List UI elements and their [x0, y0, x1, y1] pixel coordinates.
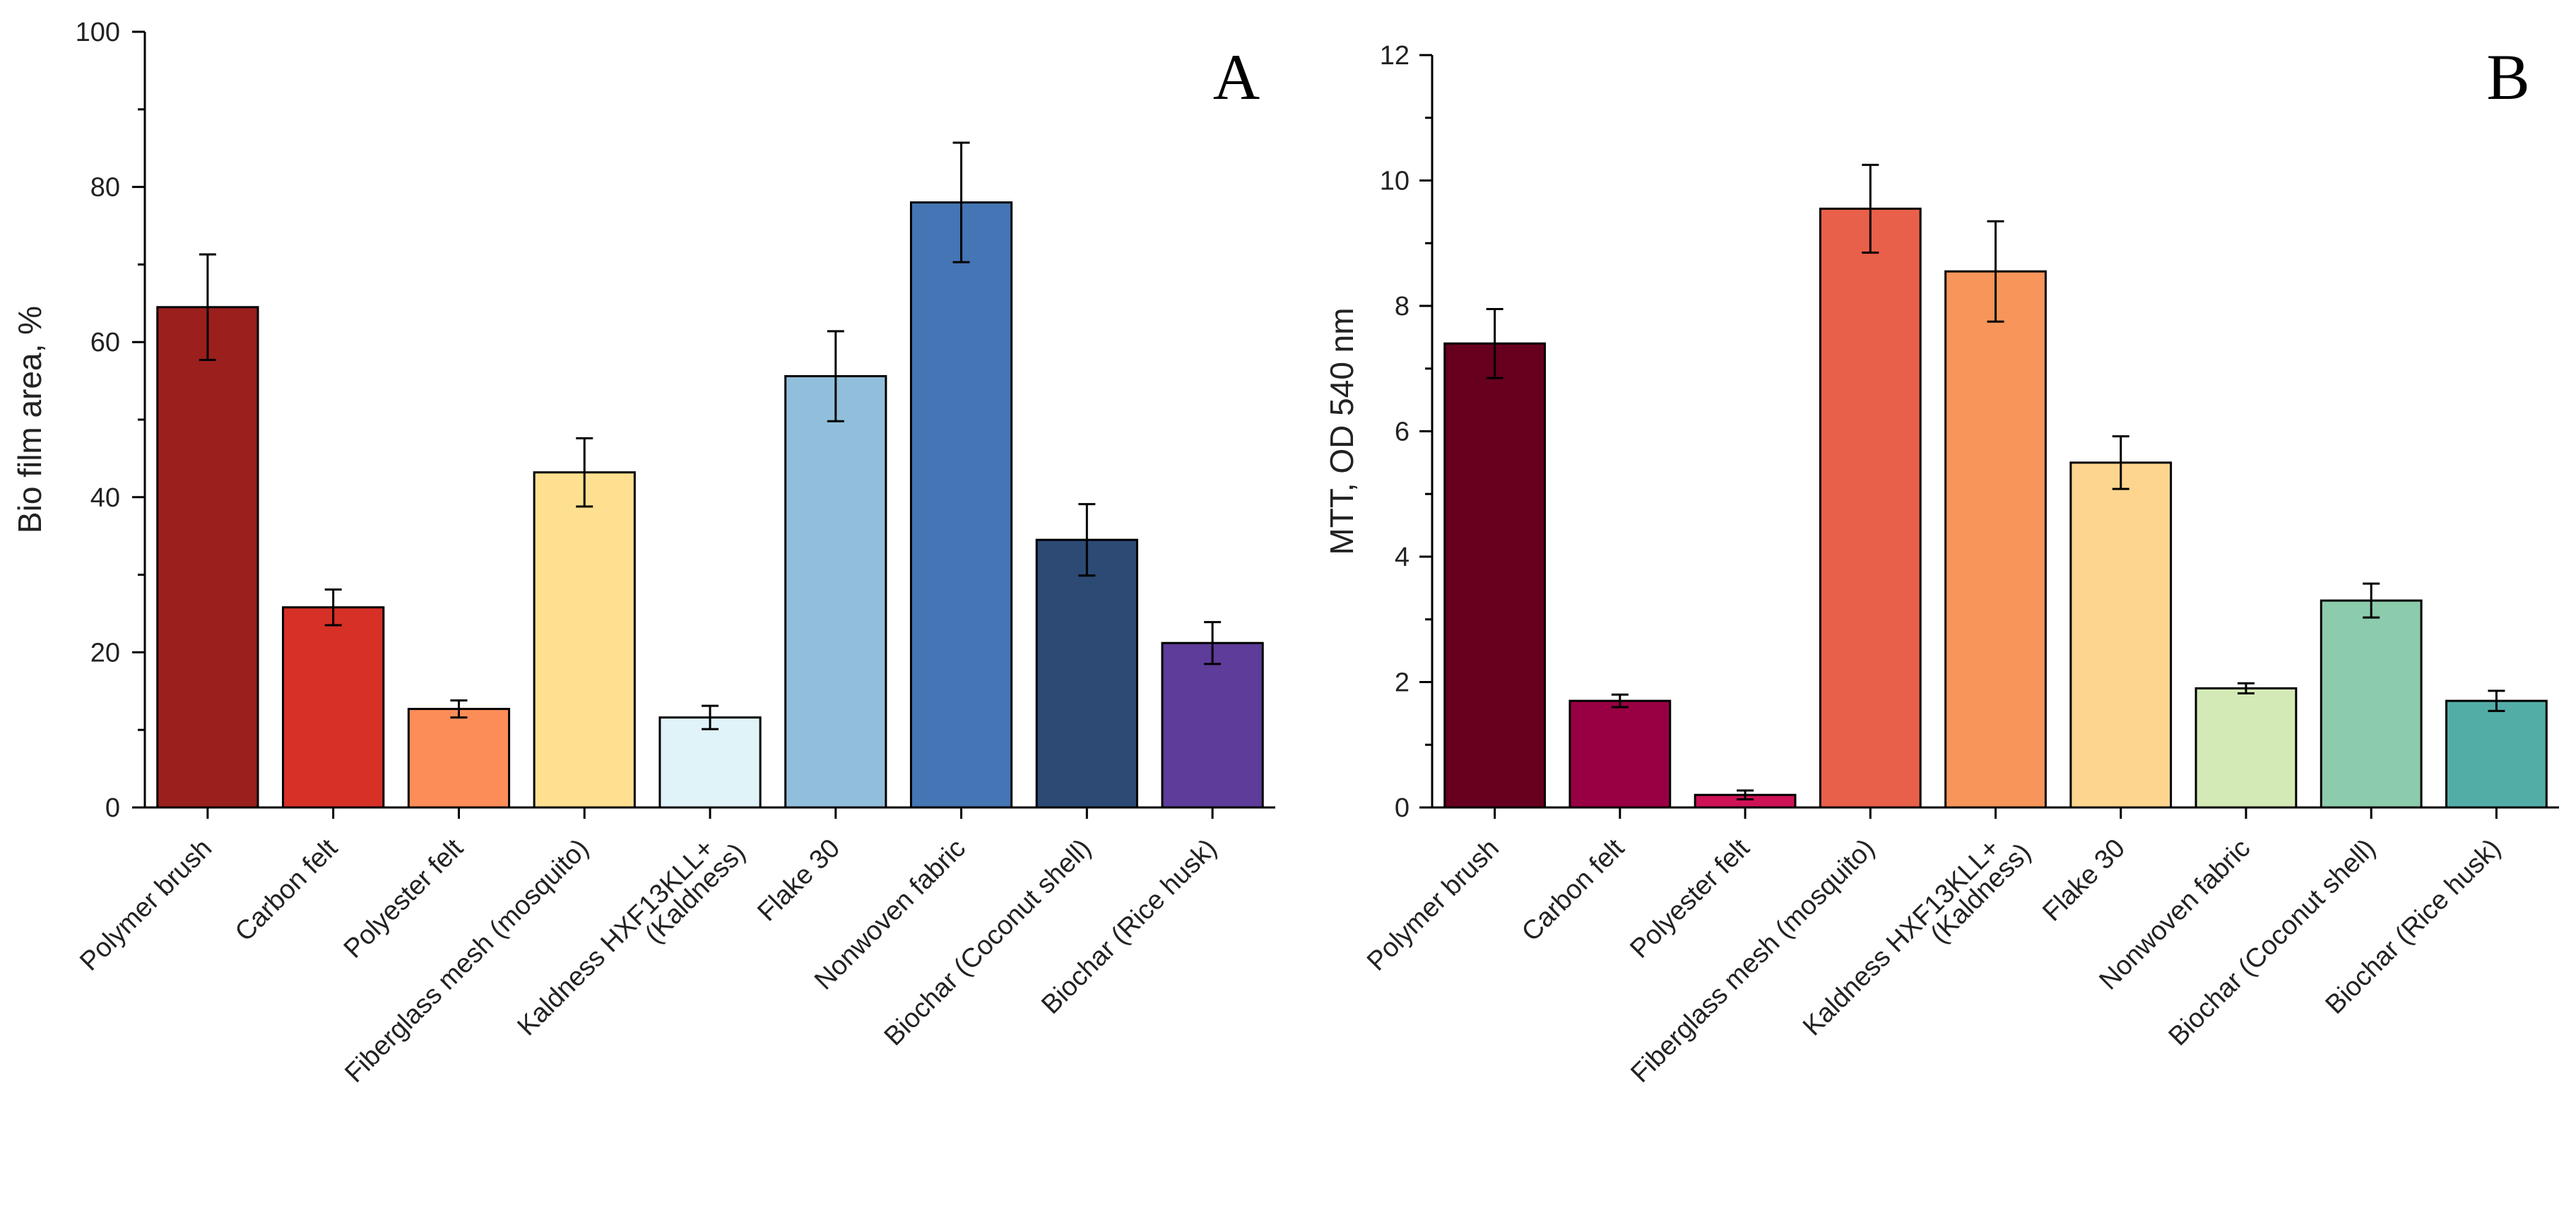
bar	[1161, 641, 1264, 809]
x-category-label: Polyester felt	[1624, 833, 1755, 964]
x-category-label: Flake 30	[752, 834, 846, 928]
bar	[658, 716, 762, 809]
y-tick-label: 6	[1395, 418, 1410, 447]
panel-label: B	[2486, 41, 2529, 113]
x-category-label: Flake 30	[2037, 834, 2131, 928]
x-category-label: Polymer brush	[74, 834, 218, 977]
y-tick-label: 60	[90, 328, 120, 357]
y-axis-title: MTT, OD 540 nm	[1323, 307, 1360, 555]
y-axis-title: Bio film area, %	[11, 306, 48, 533]
error-bar	[2488, 689, 2505, 712]
y-tick-label: 8	[1395, 292, 1410, 321]
panel-b: 0 2 4 6 8 10 12 Polymer brush Carbon feltPolyest…	[1323, 41, 2559, 1089]
error-bar	[1987, 220, 2004, 323]
error-bar	[702, 704, 719, 730]
y-tick-label: 20	[90, 638, 120, 668]
bar	[407, 708, 511, 809]
x-category-label: Carbon felt	[230, 833, 343, 947]
bar	[784, 375, 887, 809]
error-bar	[199, 253, 216, 361]
bar	[2445, 699, 2548, 809]
bar	[2194, 687, 2298, 809]
error-bar	[1078, 503, 1096, 577]
x-category-label: Fiberglass mesh (mosquito)	[1625, 834, 1880, 1089]
y-tick-label: 100	[76, 18, 120, 47]
y-tick-label: 80	[90, 173, 120, 203]
bar	[1944, 270, 2047, 809]
error-bar	[1486, 307, 1503, 379]
error-bar	[450, 699, 468, 719]
x-category-label: Carbon felt	[1516, 833, 1630, 947]
y-tick-label: 0	[1395, 793, 1410, 823]
error-bar	[324, 588, 342, 627]
x-category-label: Biochar (Coconut shell)	[2163, 834, 2382, 1052]
error-bar	[2363, 582, 2380, 619]
bar	[1443, 342, 1546, 809]
bar	[533, 471, 636, 809]
y-tick-label: 0	[105, 793, 120, 823]
x-category-label: Fiberglass mesh (mosquito)	[339, 834, 594, 1089]
panel-a: 0 20 40 60 80 100 Polymer brush Carbon feltPoly…	[11, 18, 1275, 1089]
error-bar	[2112, 435, 2129, 490]
y-tick-label: 40	[90, 483, 120, 513]
error-bar	[1737, 789, 1754, 800]
y-tick-label: 2	[1395, 668, 1410, 698]
bar	[1819, 207, 1922, 809]
bar	[2069, 461, 2173, 809]
bar	[2320, 599, 2423, 809]
bar	[282, 606, 385, 809]
error-bar	[952, 141, 970, 263]
error-bar	[1611, 693, 1629, 709]
x-category-label: Polymer brush	[1361, 834, 1505, 977]
y-tick-label: 10	[1380, 167, 1410, 196]
x-category-label: Biochar (Coconut shell)	[879, 834, 1097, 1052]
bar	[909, 201, 1013, 809]
error-bar	[2237, 682, 2255, 694]
error-bar	[576, 437, 593, 508]
error-bar	[827, 330, 844, 422]
y-tick-label: 4	[1395, 543, 1410, 572]
bar	[1568, 699, 1672, 809]
bar	[156, 306, 259, 809]
panel-label: A	[1213, 41, 1260, 113]
error-bar	[1862, 163, 1879, 254]
bar	[1035, 538, 1138, 809]
y-tick-label: 12	[1380, 41, 1410, 71]
x-category-label: Polyester felt	[338, 833, 469, 964]
error-bar	[1204, 621, 1222, 665]
